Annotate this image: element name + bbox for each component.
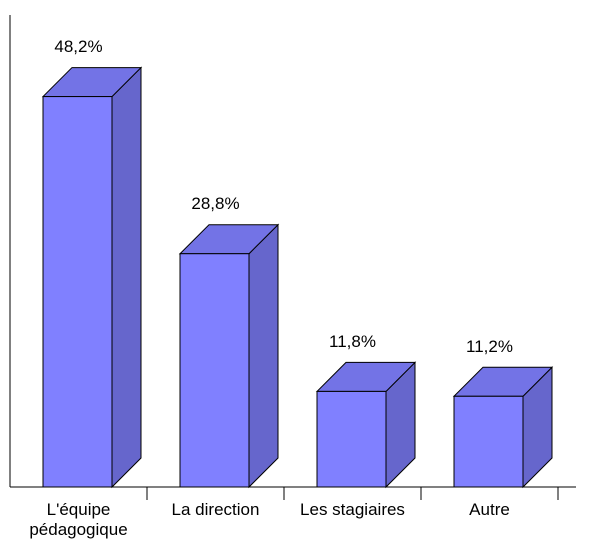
bar: [42, 96, 113, 488]
data-label: 11,2%: [466, 337, 513, 356]
bar-side: [248, 223, 279, 489]
x-tick-label: L'équipe pédagogique: [29, 500, 128, 539]
data-label: 48,2%: [54, 37, 102, 56]
x-tick-label: Autre: [469, 500, 510, 519]
bar: [179, 253, 250, 488]
x-tick-label: La direction: [171, 500, 260, 519]
x-tick-label: Les stagiaires: [300, 500, 405, 519]
data-label: 11,8%: [329, 332, 376, 351]
bar: [453, 395, 524, 488]
bar: [316, 390, 387, 488]
bar-side: [111, 66, 142, 489]
data-label: 28,8%: [191, 194, 239, 213]
